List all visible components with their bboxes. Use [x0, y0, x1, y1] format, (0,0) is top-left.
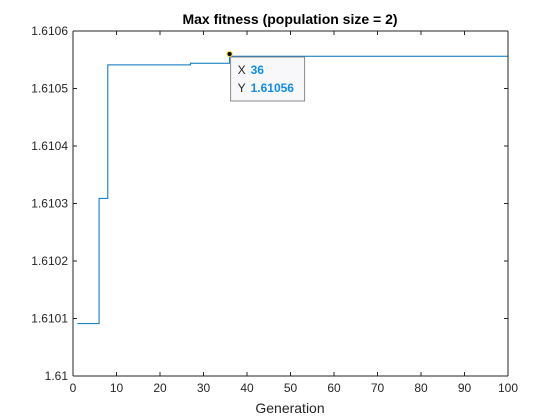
x-tick-label: 10: [110, 381, 124, 395]
datatip[interactable]: X 36 Y 1.61056: [226, 51, 306, 102]
series-layer: [77, 55, 508, 325]
y-tick-label: 1.6103: [31, 197, 68, 211]
chart-title: Max fitness (population size = 2): [182, 11, 397, 27]
x-tick-label: 70: [371, 381, 385, 395]
fitness-line: [77, 55, 508, 325]
x-tick-label: 60: [327, 381, 341, 395]
x-tick-label: 0: [70, 381, 77, 395]
x-tick-label: 80: [414, 381, 428, 395]
datatip-box: [230, 56, 306, 102]
x-tick-label: 90: [458, 381, 472, 395]
axes-box: [72, 30, 509, 377]
y-tick-label: 1.6106: [31, 24, 68, 38]
y-tick-label: 1.6101: [31, 312, 68, 326]
x-tick-label: 100: [498, 381, 518, 395]
datatip-marker[interactable]: [226, 51, 233, 57]
x-tick-label: 20: [153, 381, 167, 395]
x-tick-label: 50: [284, 381, 298, 395]
x-tick-label: 30: [197, 381, 211, 395]
y-tick-label: 1.6105: [31, 82, 68, 96]
x-axis-label: Generation: [255, 400, 324, 416]
datatip-y-prefix: Y: [238, 81, 246, 95]
x-axis: 0 10 20 30 40 50 60 70 80 90 100: [70, 31, 518, 395]
y-axis: 1.61 1.6101 1.6102 1.6103 1.6104 1.6105 1.6106: [31, 24, 508, 383]
x-tick-label: 40: [240, 381, 254, 395]
datatip-x-value: 36: [251, 63, 265, 77]
datatip-y-value: 1.61056: [251, 81, 295, 95]
y-tick-label: 1.6102: [31, 254, 68, 268]
datatip-y-row: Y 1.61056: [238, 81, 295, 95]
y-tick-label: 1.6104: [31, 139, 68, 153]
datatip-x-prefix: X: [238, 63, 246, 77]
datatip-x-row: X 36: [238, 63, 265, 77]
y-tick-label: 1.61: [45, 369, 69, 383]
